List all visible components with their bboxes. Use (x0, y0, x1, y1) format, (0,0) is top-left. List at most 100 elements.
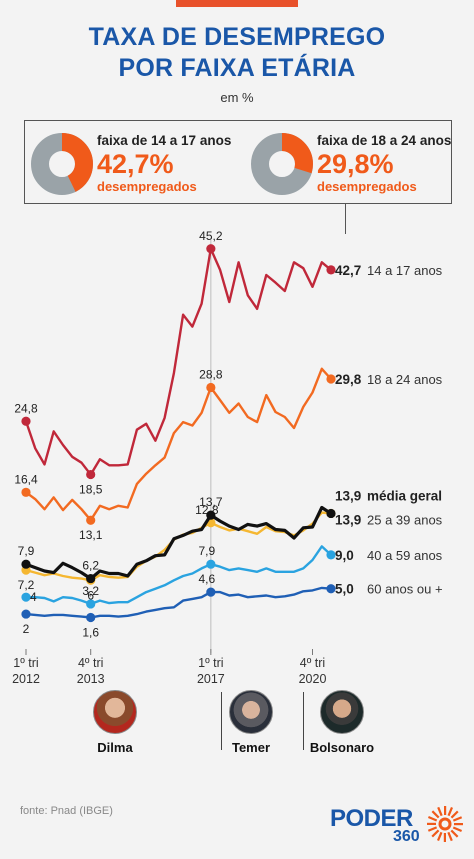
chart-title: TAXA DE DESEMPREGO POR FAIXA ETÁRIA (0, 22, 474, 84)
summary-value-18-24: 29,8% (317, 149, 394, 179)
president-bolsonaro: Bolsonaro (302, 690, 382, 755)
x-tick-label: 2020 (299, 672, 327, 686)
sun-ray (444, 806, 447, 815)
series-point-s60 (326, 584, 336, 594)
title-line-2: POR FAIXA ETÁRIA (118, 54, 356, 82)
data-label-s18_24: 16,4 (14, 472, 38, 486)
line-chart: 1º tri 2012 4º tri 2013 1º tri 2017 4º tri 2020… (12, 229, 443, 686)
sun-ray (431, 829, 440, 838)
data-label-s40_59: 7,9 (199, 544, 216, 558)
sun-ray (437, 806, 443, 817)
data-label-s25_39: 7,2 (18, 578, 35, 592)
data-label-s18_24: 13,1 (79, 528, 103, 542)
top-accent-bar (176, 0, 298, 7)
series-point-s60 (86, 612, 96, 623)
sun-ray (450, 810, 459, 819)
x-tick-label: 1º tri (198, 656, 223, 670)
logo-number: 360 (393, 828, 420, 845)
series-point-s18_24 (86, 515, 96, 525)
x-tick-label: 1º tri (13, 656, 38, 670)
summary-value-14-17: 42,7% (97, 149, 174, 179)
president-name-temer: Temer (231, 740, 271, 755)
data-label-s14_17: 45,2 (199, 229, 223, 243)
series-point-s18_24 (21, 487, 31, 497)
president-name-bolsonaro: Bolsonaro (309, 740, 375, 755)
sun-ray (452, 826, 463, 832)
end-value-s18_24: 29,8 (335, 372, 362, 387)
poder360-logo: PODER 360 (330, 805, 470, 855)
end-label-media: média geral (367, 488, 442, 503)
end-value-s25_39: 13,9 (335, 512, 361, 527)
x-tick-label: 2013 (77, 672, 105, 686)
president-dilma: Dilma (75, 690, 155, 755)
data-label-media: 13,7 (199, 495, 223, 509)
end-label-s25_39: 25 a 39 anos (367, 512, 443, 527)
sun-ray (454, 823, 463, 826)
summary-card-18-24: faixa de 18 a 24 anos 29,8% desempregado… (251, 133, 451, 195)
data-label-s14_17: 24,8 (14, 401, 38, 415)
series-point-s40_59 (21, 592, 31, 602)
series-line-s14_17 (24, 247, 332, 476)
data-label-s40_59: 4 (30, 590, 37, 604)
x-tick-label: 4º tri (78, 656, 103, 670)
sun-ray (437, 831, 443, 842)
president-name-dilma: Dilma (97, 740, 133, 755)
series-point-s40_59 (206, 559, 216, 569)
series-point-media (21, 559, 31, 569)
title-line-1: TAXA DE DESEMPREGO (88, 23, 386, 51)
x-tick-label: 2012 (12, 672, 40, 686)
sun-icon (427, 806, 463, 842)
source-note: fonte: Pnad (IBGE) (20, 805, 113, 817)
series-point-s14_17 (326, 265, 336, 275)
data-label-media: 6,2 (82, 559, 99, 573)
end-value-s60: 5,0 (335, 582, 354, 597)
data-label-s60: 1,6 (82, 625, 99, 639)
data-label-s18_24: 28,8 (199, 367, 223, 381)
end-value-s14_17: 42,7 (335, 263, 361, 278)
data-label-media: 7,9 (18, 544, 35, 558)
series-line-s40_59 (26, 545, 332, 606)
series-point-s14_17 (206, 244, 216, 254)
end-label-s40_59: 40 a 59 anos (367, 548, 443, 563)
series-point-media (326, 508, 336, 519)
sun-ray (427, 822, 436, 825)
series-point-media (206, 510, 216, 520)
x-tick-label: 4º tri (300, 656, 325, 670)
data-label-s14_17: 18,5 (79, 483, 103, 497)
president-divider-1 (221, 692, 222, 750)
end-value-s40_59: 9,0 (335, 548, 354, 563)
summary-desc-14-17: desempregados (97, 179, 197, 194)
donut-14-17 (31, 133, 93, 195)
series-point-s18_24 (326, 374, 336, 384)
dilma-portrait-icon (93, 690, 137, 734)
sun-ray (452, 816, 463, 822)
series-line-s60 (25, 586, 332, 619)
data-label-s25_39: 6 (87, 588, 94, 602)
series-point-media (86, 573, 96, 584)
x-tick-label: 2017 (197, 672, 225, 686)
logo-word: PODER (330, 805, 413, 832)
bolsonaro-portrait-icon (320, 690, 364, 734)
summary-label-14-17: faixa de 14 a 17 anos (97, 133, 232, 148)
president-temer: Temer (211, 690, 291, 755)
president-divider-2 (303, 692, 304, 750)
end-label-s14_17: 14 a 17 anos (367, 263, 443, 278)
series-point-s18_24 (206, 382, 216, 393)
sun-ray (431, 810, 440, 819)
summary-box: faixa de 14 a 17 anos 42,7% desempregado… (24, 120, 452, 204)
data-label-s40_59: 3,2 (82, 584, 99, 598)
donut-14-17-fill (31, 133, 93, 195)
summary-connector (345, 204, 346, 234)
series-point-s14_17 (86, 469, 96, 480)
sun-ray (447, 831, 453, 842)
donut-18-24 (251, 133, 313, 195)
series-point-s60 (206, 587, 216, 597)
sun-ray (427, 826, 438, 832)
end-label-s60: 60 anos ou + (367, 582, 443, 597)
summary-desc-18-24: desempregados (317, 179, 417, 194)
series-line-s25_39 (25, 511, 332, 582)
chart-subtitle: em % (220, 90, 254, 105)
sun-ray (447, 806, 453, 817)
end-label-s18_24: 18 a 24 anos (367, 372, 443, 387)
end-value-media: 13,9 (335, 488, 361, 503)
